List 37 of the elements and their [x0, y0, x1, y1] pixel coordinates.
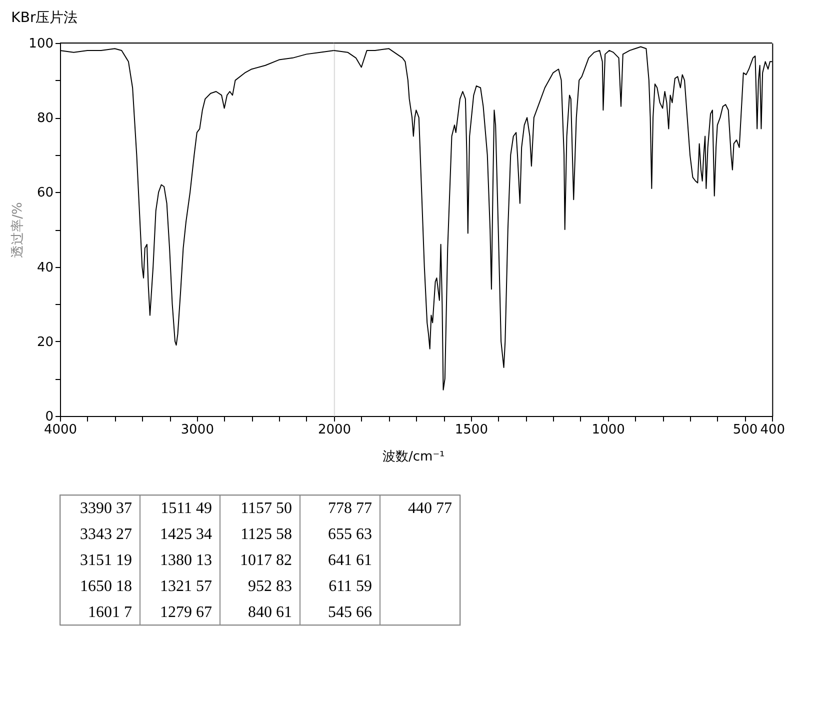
text: 545 66: [328, 604, 372, 621]
text: 1380 13: [160, 552, 212, 569]
x-axis-title: 波数/cm⁻¹: [382, 450, 445, 464]
text: 3151 19: [80, 552, 132, 569]
text: 1279 67: [160, 604, 212, 621]
chart-title: KBr压片法: [11, 10, 78, 26]
text: 952 83: [248, 578, 292, 595]
text: 1511 49: [160, 500, 212, 517]
text: 1601 7: [88, 604, 132, 621]
x-tick-label: 1500: [454, 422, 488, 438]
text: 1321 57: [160, 578, 212, 595]
x-tick-label: 4000: [44, 422, 78, 438]
y-tick-label: 20: [36, 334, 54, 350]
y-tick-label: 40: [36, 260, 54, 276]
x-tick-label: 2000: [318, 422, 352, 438]
x-tick-label: 400: [760, 422, 786, 438]
text: 3343 27: [80, 526, 132, 543]
x-tick-label: 3000: [180, 422, 214, 438]
text: 611 59: [328, 578, 372, 595]
text: 1425 34: [160, 526, 212, 543]
text: 1650 18: [80, 578, 132, 595]
text: 778 77: [328, 500, 372, 517]
y-tick-label: 0: [45, 410, 54, 424]
text: 1125 58: [240, 526, 292, 543]
y-tick-label: 100: [28, 36, 54, 52]
text: 1017 82: [240, 552, 292, 569]
y-tick-label: 80: [36, 111, 54, 126]
text: 840 61: [248, 604, 292, 621]
text: 440 77: [408, 500, 452, 517]
text: 655 63: [328, 526, 372, 543]
x-tick-label: 1000: [592, 422, 625, 438]
y-tick-label: 60: [36, 186, 54, 201]
text: 3390 37: [80, 500, 132, 517]
text: 1157 50: [240, 500, 292, 517]
text: 641 61: [328, 552, 372, 569]
x-tick-label: 500: [732, 422, 758, 438]
y-axis-title: 透过率/%: [10, 202, 26, 258]
